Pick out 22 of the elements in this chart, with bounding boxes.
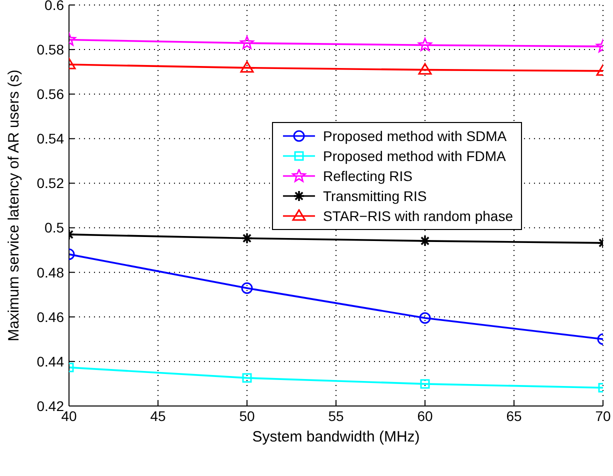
legend-label: Proposed method with SDMA <box>323 128 507 144</box>
legend-label: Proposed method with FDMA <box>323 148 506 164</box>
y-tick-label: 0.56 <box>36 86 64 102</box>
y-tick-label: 0.5 <box>44 220 64 236</box>
x-tick-label: 65 <box>506 408 522 424</box>
legend-label: Transmitting RIS <box>323 188 427 204</box>
y-tick-label: 0.48 <box>36 264 64 280</box>
y-axis-title: Maximum service latency of AR users (s) <box>6 70 22 342</box>
legend-label: STAR−RIS with random phase <box>323 208 513 224</box>
y-tick-label: 0.6 <box>44 0 64 13</box>
x-tick-label: 60 <box>417 408 433 424</box>
legend-label: Reflecting RIS <box>323 168 412 184</box>
y-tick-label: 0.54 <box>36 130 64 147</box>
x-tick-label: 50 <box>239 408 255 424</box>
y-tick-label: 0.58 <box>36 42 64 58</box>
x-tick-label: 55 <box>328 408 344 424</box>
x-tick-label: 45 <box>150 408 166 424</box>
y-tick-label: 0.46 <box>36 308 64 325</box>
x-axis-title: System bandwidth (MHz) <box>252 428 420 446</box>
x-tick-label: 70 <box>595 408 611 424</box>
y-tick-label: 0.44 <box>36 353 64 370</box>
y-tick-label: 0.52 <box>36 175 64 192</box>
